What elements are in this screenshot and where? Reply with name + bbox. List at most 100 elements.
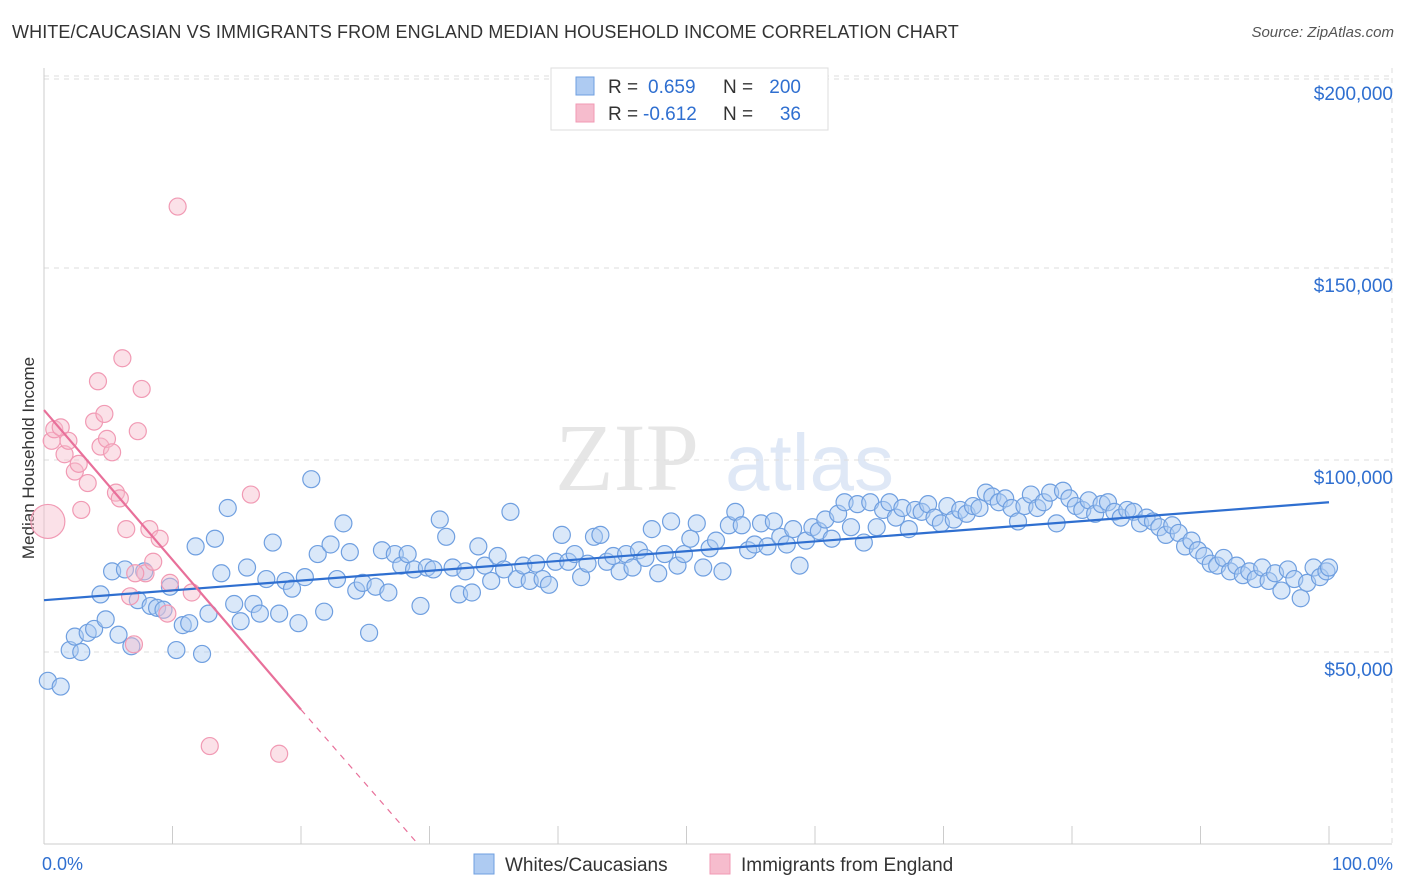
point-whites-144 [970, 498, 989, 518]
point-whites-43 [321, 535, 340, 554]
y-tick-label-0: $50,000 [1324, 660, 1393, 681]
point-whites-1 [51, 677, 70, 696]
point-whites-194 [1291, 589, 1310, 608]
point-whites-192 [1278, 560, 1297, 579]
point-immigrants-14 [97, 429, 117, 448]
y-tick-labels: $50,000 $100,000 $150,000 $200,000 [1314, 84, 1393, 681]
point-immigrants-7 [69, 454, 88, 473]
legend-swatch-pink [575, 103, 595, 123]
point-whites-99 [681, 529, 700, 548]
point-whites-23 [192, 644, 212, 664]
series-immigrants-points [30, 197, 289, 763]
legend-n-label-pink: N = [723, 104, 753, 125]
point-whites-128 [867, 518, 886, 537]
point-whites-42 [315, 602, 334, 621]
point-whites-79 [552, 525, 571, 544]
point-whites-38 [289, 614, 308, 633]
point-whites-11 [115, 560, 135, 579]
point-whites-34 [263, 533, 282, 552]
point-immigrants-22 [128, 422, 147, 441]
point-immigrants-26 [144, 552, 163, 571]
x-tick-label-1: 100.0% [1332, 854, 1393, 874]
point-immigrants-15 [103, 443, 122, 462]
point-immigrants-20 [120, 587, 140, 606]
point-whites-41 [308, 544, 327, 564]
point-whites-57 [411, 596, 430, 616]
point-whites-4 [72, 642, 91, 662]
point-whites-33 [257, 569, 276, 589]
point-whites-93 [642, 520, 661, 539]
point-whites-68 [482, 571, 501, 591]
point-whites-20 [173, 616, 192, 635]
point-whites-12 [122, 637, 141, 656]
series-legend: Whites/Caucasians Immigrants from Englan… [473, 853, 953, 876]
point-whites-55 [398, 544, 417, 564]
bottom-legend-swatch-pink [709, 853, 731, 875]
point-whites-191 [1272, 581, 1291, 600]
point-immigrants-30 [168, 197, 187, 216]
point-immigrants-19 [117, 520, 136, 539]
point-immigrants-34 [270, 744, 289, 763]
point-whites-16 [147, 598, 167, 617]
point-whites-45 [334, 514, 353, 533]
point-whites-98 [674, 544, 694, 564]
bottom-legend-label-blue: Whites/Caucasians [505, 855, 668, 876]
y-axis-label: Median Household Income [19, 357, 38, 559]
point-whites-2 [60, 640, 79, 660]
watermark-atlas: atlas [725, 418, 894, 507]
y-tick-label-1: $100,000 [1314, 468, 1393, 489]
legend-r-label-pink: R = [608, 104, 638, 125]
point-whites-26 [212, 564, 231, 583]
point-immigrants-11 [88, 372, 108, 391]
legend-swatch-blue [575, 76, 595, 96]
watermark-zip: ZIP [555, 404, 699, 511]
point-whites-96 [661, 512, 681, 531]
point-whites-8 [96, 610, 115, 629]
point-whites-131 [886, 508, 906, 527]
point-immigrants-9 [78, 473, 97, 493]
legend-n-value-blue: 200 [769, 77, 801, 98]
point-immigrants-27 [150, 529, 169, 548]
point-whites-122 [829, 504, 848, 523]
point-whites-53 [385, 544, 404, 564]
y-tick-label-2: $150,000 [1314, 276, 1393, 297]
y-tick-label-3: $200,000 [1314, 84, 1393, 105]
point-immigrants-31 [182, 583, 201, 602]
point-whites-103 [706, 531, 726, 550]
point-whites-39 [295, 568, 314, 587]
point-immigrants-18 [113, 349, 132, 368]
bottom-legend-label-pink: Immigrants from England [741, 855, 953, 876]
trend-line-whites [43, 501, 1330, 602]
point-whites-154 [1034, 493, 1053, 512]
point-whites-37 [282, 579, 302, 598]
point-immigrants-23 [132, 379, 151, 399]
point-whites-22 [186, 537, 205, 556]
point-whites-61 [437, 527, 456, 546]
point-whites-97 [668, 556, 687, 575]
point-immigrants-33 [241, 485, 260, 504]
legend-r-value-pink: -0.612 [643, 104, 697, 125]
point-immigrants-21 [124, 635, 144, 654]
point-whites-107 [732, 516, 751, 535]
bottom-legend-swatch-blue [473, 853, 495, 875]
point-immigrants-4 [55, 445, 74, 464]
point-immigrants-13 [95, 404, 114, 424]
point-whites-27 [218, 498, 237, 518]
point-whites-66 [469, 537, 488, 556]
point-whites-100 [687, 514, 706, 533]
point-whites-164 [1098, 493, 1118, 512]
trend-lines [43, 409, 1330, 845]
point-whites-112 [764, 512, 783, 531]
point-whites-25 [205, 529, 225, 548]
point-immigrants-32 [200, 736, 219, 756]
point-whites-19 [167, 640, 186, 660]
point-whites-29 [231, 612, 250, 631]
point-whites-52 [379, 583, 398, 602]
point-whites-177 [1182, 531, 1201, 550]
point-immigrants-35 [126, 564, 145, 583]
point-immigrants-0 [30, 503, 66, 540]
chart-title: WHITE/CAUCASIAN VS IMMIGRANTS FROM ENGLA… [12, 22, 959, 42]
point-whites-90 [623, 558, 642, 577]
axes [43, 68, 1392, 845]
